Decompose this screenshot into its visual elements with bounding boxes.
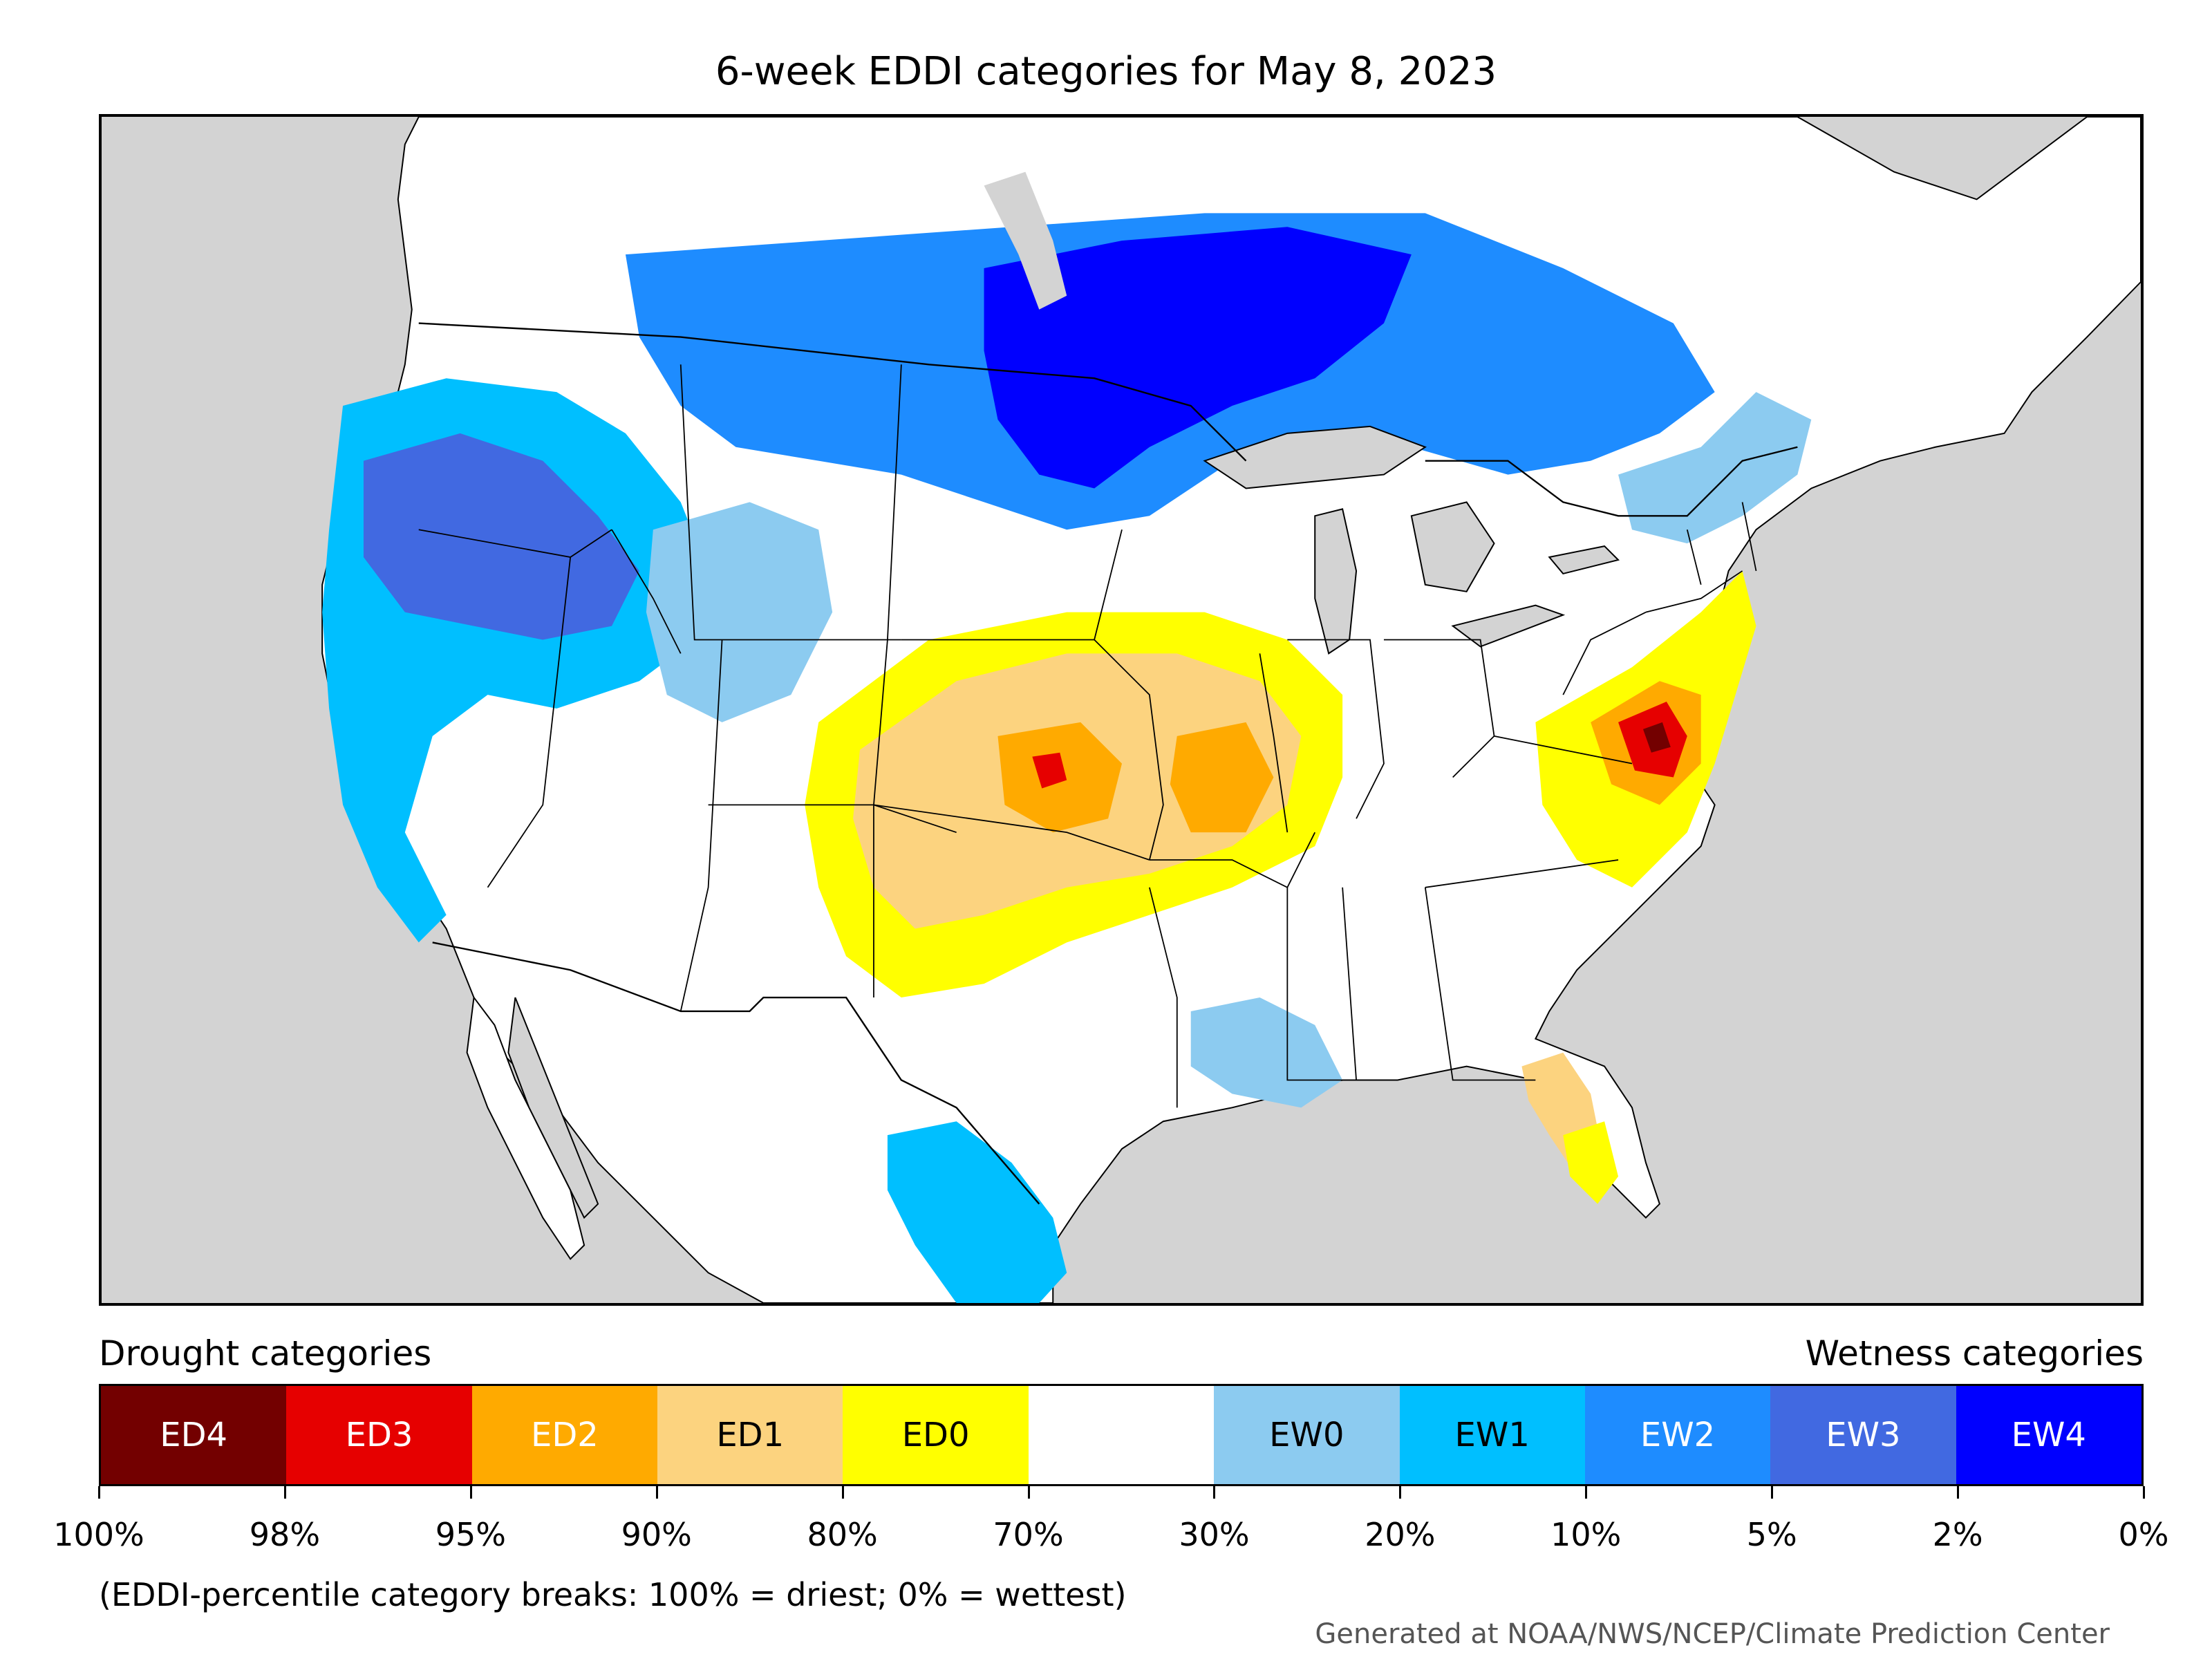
colorbar-tick-label: 70% — [993, 1516, 1064, 1553]
colorbar-tick-label: 2% — [1932, 1516, 1983, 1553]
drought-region-florida-ed0 — [1563, 1121, 1619, 1204]
colorbar-tick — [655, 1486, 658, 1499]
colorbar-swatch-ed1: ED1 — [657, 1386, 843, 1484]
colorbar-tick — [1027, 1486, 1030, 1499]
colorbar-tick-label: 20% — [1365, 1516, 1436, 1553]
baja-california — [466, 995, 585, 1260]
colorbar-tick — [283, 1486, 286, 1499]
drought-region-kansas-ed3 — [1032, 752, 1067, 789]
lake-huron — [1410, 501, 1495, 592]
colorbar-tick-label: 80% — [807, 1516, 878, 1553]
drought-region-virginia-ed4 — [1642, 722, 1671, 753]
colorbar-tick-label: 95% — [435, 1516, 506, 1553]
colorbar-swatch-neutral — [1028, 1386, 1215, 1484]
colorbar-tick-label: 10% — [1550, 1516, 1622, 1553]
wetness-categories-heading: Wetness categories — [1805, 1333, 2144, 1374]
wet-region-prairie-core — [984, 227, 1412, 489]
wet-region-northeast — [1618, 392, 1812, 544]
colorbar-tick — [1399, 1486, 1402, 1499]
us-canada-border — [418, 322, 1798, 517]
colorbar-swatch-ed4: ED4 — [101, 1386, 287, 1484]
colorbar-tick-label: 100% — [53, 1516, 144, 1553]
colorbar-swatch-ed0: ED0 — [843, 1386, 1029, 1484]
colorbar-swatch-ew3: EW3 — [1770, 1386, 1956, 1484]
colorbar-swatch-ed3: ED3 — [286, 1386, 472, 1484]
map-title: 6-week EDDI categories for May 8, 2023 — [715, 49, 1497, 94]
percentile-footnote: (EDDI-percentile category breaks: 100% =… — [99, 1576, 1127, 1613]
us-mexico-border — [432, 941, 1040, 1205]
colorbar-tick-label: 5% — [1746, 1516, 1797, 1553]
colorbar-tick — [841, 1486, 844, 1499]
state-borders — [418, 364, 1757, 1108]
drought-categories-heading: Drought categories — [99, 1333, 432, 1374]
colorbar-swatch-ew2: EW2 — [1584, 1386, 1771, 1484]
colorbar-tick — [2143, 1486, 2145, 1499]
wet-region-northwest-core — [363, 433, 639, 640]
colorbar-swatch-ew4: EW4 — [1956, 1386, 2141, 1484]
colorbar-tick-label: 0% — [2118, 1516, 2169, 1553]
wet-region-colorado — [646, 502, 833, 722]
colorbar-tick-label: 98% — [249, 1516, 321, 1553]
colorbar-tick — [1957, 1486, 1960, 1499]
colorbar-tick — [1213, 1486, 1216, 1499]
colorbar-tick — [1771, 1486, 1774, 1499]
wet-region-texas-coast — [887, 1121, 1067, 1303]
lake-superior — [1203, 425, 1427, 489]
colorbar-tick — [98, 1486, 100, 1499]
colorbar-ticks — [98, 1486, 2145, 1500]
gulf-of-california — [507, 997, 599, 1219]
lake-ontario — [1548, 545, 1620, 575]
colorbar-tick — [1585, 1486, 1588, 1499]
colorbar-swatch-ew0: EW0 — [1214, 1386, 1400, 1484]
eddi-map-svg — [102, 117, 2141, 1303]
colorbar-swatch-ew1: EW1 — [1399, 1386, 1585, 1484]
colorbar-swatch-ed2: ED2 — [471, 1386, 658, 1484]
category-colorbar: ED4 ED3 ED2 ED1 ED0 EW0 EW1 EW2 EW3 EW4 — [99, 1384, 2144, 1486]
hudson-bay-inlet — [984, 171, 1067, 310]
colorbar-tick — [469, 1486, 472, 1499]
colorbar-tick-label: 30% — [1179, 1516, 1250, 1553]
credit-line: Generated at NOAA/NWS/NCEP/Climate Predi… — [1315, 1618, 2110, 1650]
drought-region-missouri-ed2 — [1170, 722, 1274, 833]
eddi-map — [99, 114, 2144, 1306]
colorbar-tick-label: 90% — [621, 1516, 692, 1553]
